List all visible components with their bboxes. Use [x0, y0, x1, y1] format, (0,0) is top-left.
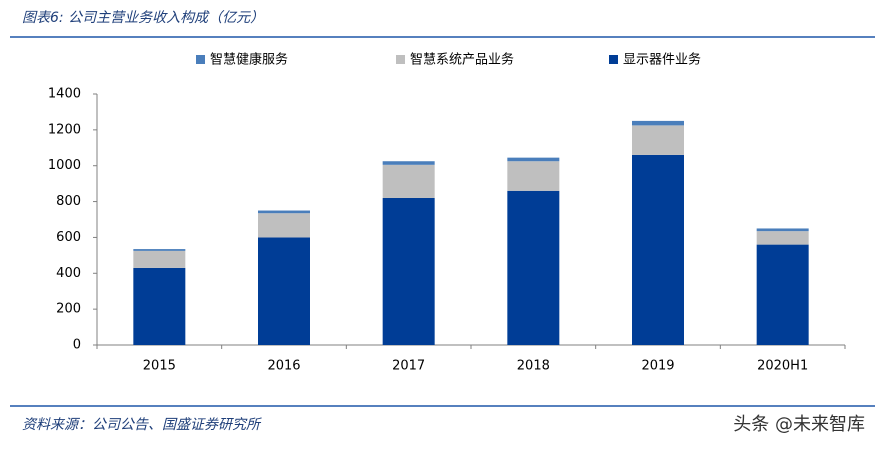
bar-segment — [507, 157, 560, 162]
x-tick-label: 2017 — [392, 359, 425, 374]
y-tick-label: 0 — [73, 338, 81, 353]
y-tick-label: 1000 — [48, 158, 81, 173]
x-tick-label: 2018 — [517, 359, 550, 374]
bar-segment — [756, 231, 809, 245]
bar-segment — [632, 125, 684, 155]
bar-segment — [133, 250, 186, 268]
bar-segment — [258, 237, 310, 345]
legend-swatch — [609, 55, 618, 64]
x-tick-label: 2015 — [143, 359, 176, 374]
bar-segment — [756, 228, 809, 232]
y-tick-label: 600 — [56, 230, 81, 245]
legend-swatch — [396, 55, 405, 64]
bar-segment — [133, 267, 186, 345]
bar-segment — [258, 213, 310, 238]
y-tick-label: 200 — [56, 302, 81, 317]
x-tick-label: 2020H1 — [757, 359, 808, 374]
legend-swatch — [196, 55, 205, 64]
bar-segment — [632, 120, 684, 126]
watermark: 头条 @未来智库 — [733, 414, 865, 435]
chart-title: 图表6: 公司主营业务收入构成（亿元） — [22, 10, 264, 26]
bar-segment — [382, 164, 435, 198]
x-tick-label: 2019 — [641, 359, 674, 374]
bar-segment — [507, 161, 560, 191]
bar-segment — [632, 154, 684, 345]
legend-label: 显示器件业务 — [623, 52, 701, 68]
y-tick-label: 800 — [56, 194, 81, 209]
bar-segment — [258, 210, 310, 214]
bar-segment — [507, 190, 560, 345]
x-tick-label: 2016 — [267, 359, 300, 374]
bar-segment — [133, 249, 186, 251]
bar-segment — [756, 244, 809, 345]
bar-segment — [382, 197, 435, 345]
legend-label: 智慧系统产品业务 — [410, 52, 514, 68]
source: 资料来源：公司公告、国盛证券研究所 — [22, 417, 262, 433]
bar-segment — [382, 161, 435, 165]
legend-label: 智慧健康服务 — [210, 52, 288, 68]
y-tick-label: 400 — [56, 266, 81, 281]
y-tick-label: 1200 — [48, 122, 81, 137]
y-tick-label: 1400 — [48, 87, 81, 102]
